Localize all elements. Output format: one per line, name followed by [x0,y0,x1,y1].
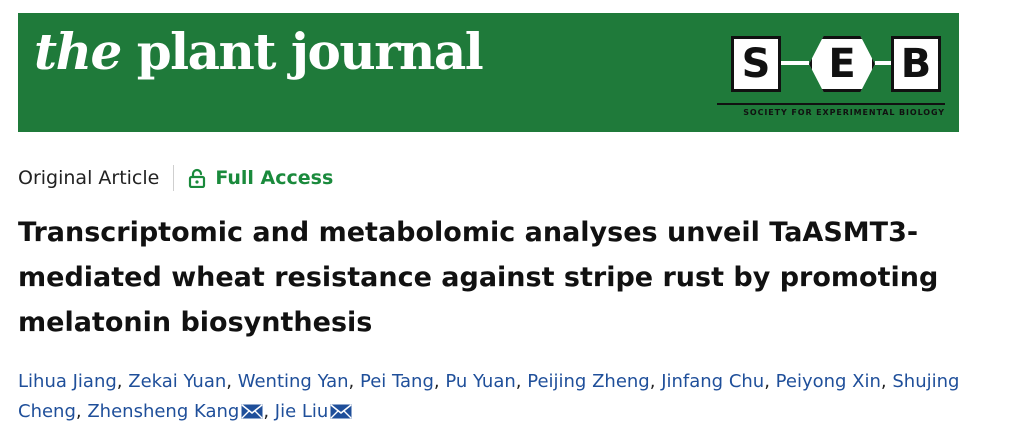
envelope-icon[interactable] [241,404,263,419]
journal-logo-name: plant journal [136,22,484,81]
author-link[interactable]: Pei Tang [359,371,434,392]
seb-connector [779,61,809,65]
author-link[interactable]: Zhensheng Kang [87,401,240,422]
author-separator: , [764,371,776,392]
access-status: Full Access [215,167,334,189]
author-link[interactable]: Lihua Jiang [18,371,117,392]
author-separator: , [116,371,129,392]
author-separator: , [880,371,893,392]
author-separator: , [263,401,275,422]
envelope-icon[interactable] [330,404,352,419]
author-separator: , [649,371,662,392]
author-link[interactable]: Wenting Yan [237,371,349,392]
article-meta: Original Article Full Access [18,164,333,192]
author-separator: , [515,371,528,392]
seb-logo[interactable]: S E B SOCIETY FOR EXPERIMENTAL BIOLOGY [717,31,945,123]
journal-banner[interactable]: the plant journal S E B SOCIETY FOR EXPE… [18,13,959,132]
journal-logo[interactable]: the plant journal [34,27,484,77]
seb-society-name: SOCIETY FOR EXPERIMENTAL BIOLOGY [717,103,945,117]
author-separator: , [75,401,88,422]
author-separator: , [226,371,238,392]
author-link[interactable]: Pu Yuan [445,371,516,392]
author-link[interactable]: Jinfang Chu [661,371,765,392]
author-separator: , [348,371,360,392]
article-title: Transcriptomic and metabolomic analyses … [18,217,939,338]
author-list: Lihua Jiang, Zekai Yuan, Wenting Yan, Pe… [18,367,1018,427]
author-link[interactable]: Zekai Yuan [128,371,227,392]
author-separator: , [433,371,446,392]
article-type: Original Article [18,167,160,189]
lock-open-icon [189,168,206,188]
seb-letter-e: E [809,36,875,92]
meta-divider [173,165,175,191]
author-link[interactable]: Peiyong Xin [775,371,881,392]
author-link[interactable]: Shujing Cheng [18,371,960,422]
author-link[interactable]: Peijing Zheng [527,371,650,392]
seb-letters: S E B [717,31,945,99]
author-link[interactable]: Jie Liu [274,401,329,422]
seb-letter-b: B [891,36,941,92]
journal-logo-the: the [34,22,122,81]
seb-connector [875,61,893,65]
seb-letter-s: S [731,36,781,92]
